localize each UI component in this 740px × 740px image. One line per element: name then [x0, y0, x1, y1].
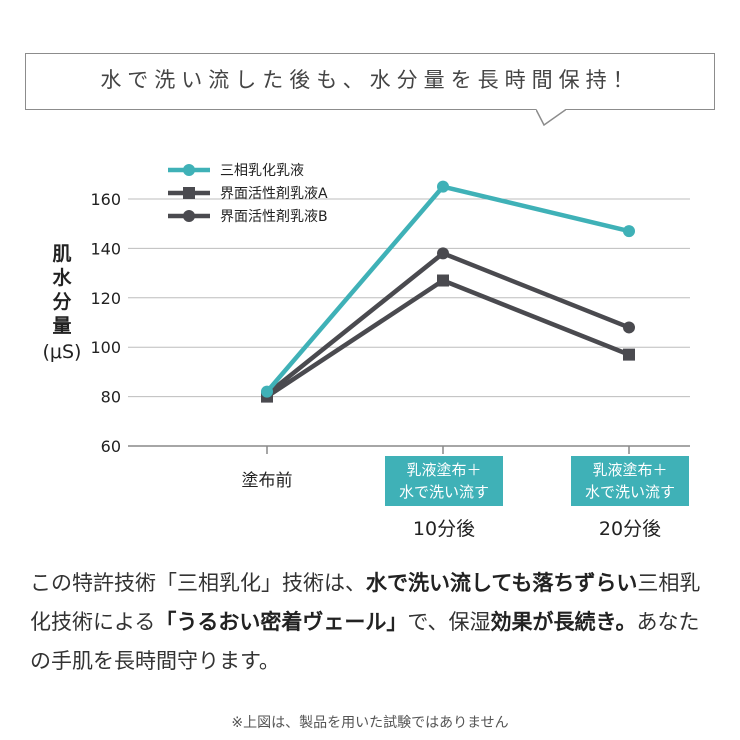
series-line	[265, 251, 630, 396]
y-axis-label-char: 分	[52, 291, 72, 313]
y-axis-label-char: 量	[52, 315, 72, 337]
x-label-box-10min: 乳液塗布＋ 水で洗い流す	[385, 456, 503, 506]
y-axis-label-char: 水	[52, 267, 72, 289]
bubble-tail	[536, 108, 566, 126]
legend-swatch-marker	[183, 187, 195, 199]
legend-swatch-marker	[183, 210, 195, 222]
data-point	[437, 247, 449, 260]
x-label-box-line: 水で洗い流す	[584, 483, 675, 501]
headline-text: 水で洗い流した後も、水分量を長時間保持！	[100, 68, 640, 92]
x-label-box-line: 乳液塗布＋	[406, 461, 482, 479]
y-tick-label: 100	[90, 338, 121, 357]
data-point	[623, 321, 635, 334]
y-tick-label: 120	[90, 289, 121, 308]
footnote: ※上図は、製品を用いた試験ではありません	[231, 715, 509, 731]
x-label-box-line: 水で洗い流す	[398, 483, 489, 501]
legend-label: 三相乳化乳液	[220, 163, 304, 179]
data-point	[261, 385, 273, 398]
legend-swatch-marker	[183, 164, 195, 176]
x-label-box-20min: 乳液塗布＋ 水で洗い流す	[571, 456, 689, 506]
y-tick-label: 60	[101, 437, 121, 456]
data-point	[623, 348, 635, 361]
y-tick-label: 80	[101, 388, 121, 407]
y-tick-label: 160	[90, 190, 121, 209]
y-axis-label: 肌 水 分 量 (μS)	[34, 242, 90, 364]
y-axis-unit: (μS)	[42, 341, 82, 363]
y-axis-label-char: 肌	[52, 243, 72, 265]
legend-label: 界面活性剤乳液B	[220, 209, 328, 225]
x-label-20min: 20分後	[598, 518, 662, 540]
description-text: この特許技術「三相乳化」技術は、水で洗い流しても落ちずらい三相乳化技術による「う…	[30, 571, 701, 673]
data-point	[623, 225, 635, 238]
x-label-10min: 10分後	[412, 518, 476, 540]
x-label-box-line: 乳液塗布＋	[592, 461, 668, 479]
y-tick-label: 140	[90, 239, 121, 258]
headline-bubble	[25, 53, 715, 110]
data-point	[437, 180, 449, 193]
legend-label: 界面活性剤乳液A	[220, 186, 328, 202]
x-label-before: 塗布前	[241, 471, 293, 491]
data-point	[437, 274, 449, 287]
